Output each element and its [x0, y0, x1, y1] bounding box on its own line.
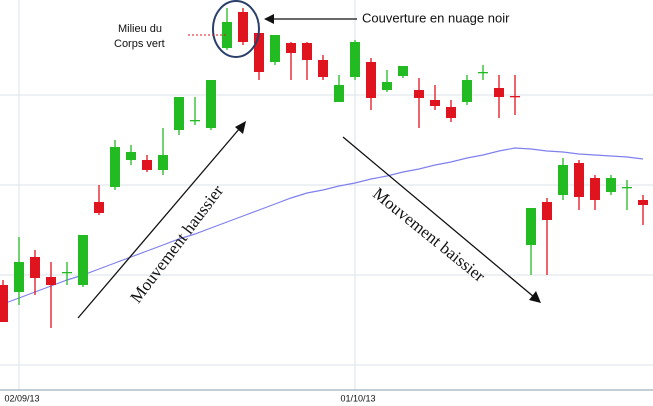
- highlight-ellipse: [212, 0, 260, 58]
- moving-average: [2, 147, 644, 305]
- candle-body: [590, 178, 600, 200]
- candle-body: [542, 202, 552, 220]
- candle-body: [110, 147, 120, 187]
- candle-body: [30, 257, 40, 278]
- candle-body: [14, 262, 24, 292]
- annotation-label: Milieu du: [118, 23, 162, 35]
- candle-body: [254, 33, 264, 72]
- candle-body: [638, 200, 648, 205]
- candle-body: [446, 107, 456, 118]
- candle-body: [46, 277, 56, 285]
- candle-body: [174, 97, 184, 130]
- candle-body: [494, 88, 504, 97]
- candle-body: [622, 187, 632, 189]
- candle-body: [286, 43, 296, 53]
- candle-body: [526, 208, 536, 245]
- candle-body: [350, 42, 360, 77]
- candle-body: [574, 163, 584, 197]
- candle-body: [510, 96, 520, 98]
- candle-body: [398, 66, 408, 76]
- downtrend-arrow-head: [529, 291, 541, 303]
- candle-body: [558, 165, 568, 195]
- candle-body: [478, 72, 488, 74]
- candle-body: [0, 285, 8, 322]
- candle-body: [142, 160, 152, 170]
- uptrend-arrow: [77, 127, 241, 319]
- candle-body: [430, 100, 440, 106]
- x-tick-label: 02/09/13: [4, 393, 39, 403]
- pointer-arrow-head: [264, 14, 274, 24]
- candle-body: [62, 272, 72, 274]
- downtrend-arrow: [342, 136, 535, 298]
- candle-body: [222, 22, 232, 48]
- candle-body: [302, 43, 312, 60]
- candle-body: [270, 35, 280, 62]
- candle-body: [94, 202, 104, 213]
- candle-body: [414, 90, 424, 98]
- candle-body: [158, 155, 168, 170]
- annotation-label: Corps vert: [114, 38, 165, 50]
- candle-body: [382, 82, 392, 90]
- candle-body: [78, 235, 88, 285]
- candle-body: [334, 85, 344, 102]
- candle-body: [606, 178, 616, 192]
- candle-body: [206, 80, 216, 128]
- candle-body: [318, 60, 328, 77]
- uptrend-arrow-head: [235, 121, 246, 134]
- candle-body: [238, 12, 248, 42]
- annotation-label: Couverture en nuage noir: [362, 10, 510, 25]
- candle-body: [462, 80, 472, 102]
- x-tick-label: 01/10/13: [340, 393, 375, 403]
- candle-body: [126, 152, 136, 160]
- candle-body: [190, 120, 200, 122]
- candle-body: [366, 62, 376, 98]
